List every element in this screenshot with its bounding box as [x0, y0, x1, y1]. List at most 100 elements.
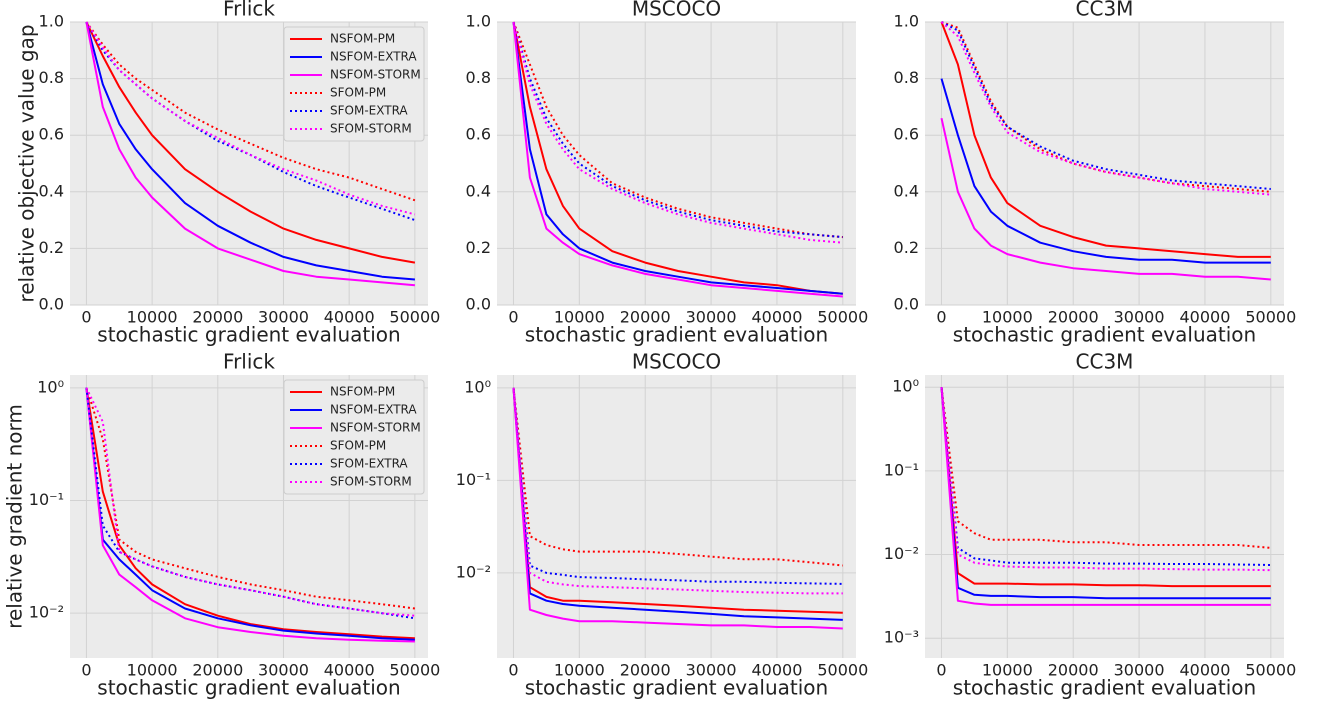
series-line [85, 21, 416, 216]
x-axis-label: stochastic gradient evaluation [97, 323, 400, 347]
x-tick-label: 40000 [1180, 308, 1231, 327]
series-line [85, 21, 415, 287]
y-tick-label: 10⁰ [464, 377, 491, 396]
series-line [512, 387, 843, 621]
y-tick-label: 0.6 [894, 125, 919, 144]
x-tick-label: 30000 [1114, 661, 1165, 680]
legend-label: SFOM-STORM [330, 122, 412, 136]
y-tick-label: 0.6 [466, 125, 491, 144]
x-tick-label: 0 [936, 661, 946, 680]
y-tick-label: 0.2 [894, 238, 919, 257]
x-tick-label: 0 [508, 661, 518, 680]
y-tick-label: 0.2 [39, 238, 64, 257]
series-line [85, 21, 416, 222]
x-tick-label: 0 [81, 308, 91, 327]
y-tick-label: 1.0 [39, 12, 64, 31]
y-tick-label: 10⁰ [37, 377, 64, 396]
legend-label: NSFOM-PM [330, 385, 395, 399]
chart-title: CC3M [1076, 0, 1134, 21]
series-line [85, 21, 416, 264]
series-line [940, 387, 1271, 606]
y-tick-label: 10⁻¹ [456, 470, 491, 489]
x-tick-label: 50000 [1245, 308, 1296, 327]
chart-title: Frlick [223, 0, 275, 21]
series-line [940, 21, 1271, 258]
x-tick-label: 20000 [620, 308, 671, 327]
legend-box [283, 379, 425, 495]
x-tick-label: 0 [81, 661, 91, 680]
legend-label: SFOM-EXTRA [330, 104, 408, 118]
series-line [85, 387, 415, 640]
y-tick-label: 10⁻¹ [884, 460, 919, 479]
series-line [512, 21, 843, 239]
series-line [940, 387, 1271, 600]
x-tick-label: 10000 [982, 661, 1033, 680]
x-tick-label: 20000 [620, 661, 671, 680]
y-tick-label: 10⁰ [892, 377, 919, 396]
x-axis-label: stochastic gradient evaluation [525, 676, 828, 700]
x-tick-label: 40000 [752, 308, 803, 327]
x-axis-label: stochastic gradient evaluation [953, 323, 1256, 347]
y-tick-label: 0.0 [39, 295, 64, 314]
series-line [512, 387, 843, 630]
y-tick-label: 0.0 [466, 295, 491, 314]
x-tick-label: 10000 [982, 308, 1033, 327]
x-tick-label: 30000 [686, 308, 737, 327]
x-tick-label: 50000 [389, 661, 440, 680]
legend-label: NSFOM-EXTRA [330, 403, 417, 417]
y-tick-label: 10⁻³ [884, 628, 919, 647]
x-tick-label: 0 [508, 308, 518, 327]
x-tick-label: 20000 [192, 308, 243, 327]
x-tick-label: 20000 [192, 661, 243, 680]
legend-label: SFOM-PM [330, 86, 386, 100]
legend-label: SFOM-PM [330, 439, 386, 453]
series-line [940, 387, 1271, 549]
legend-label: SFOM-EXTRA [330, 457, 408, 471]
series-line [85, 387, 415, 641]
chart-title: MSCOCO [632, 350, 721, 374]
series-line [85, 21, 415, 281]
x-axis-label: stochastic gradient evaluation [525, 323, 828, 347]
series-line [512, 21, 843, 295]
y-tick-label: 1.0 [466, 12, 491, 31]
series-line [512, 387, 843, 595]
legend-box [283, 26, 425, 142]
x-tick-label: 30000 [258, 661, 309, 680]
y-tick-label: 10⁻¹ [29, 490, 64, 509]
x-tick-label: 40000 [324, 661, 375, 680]
series-line [941, 21, 1271, 190]
x-tick-label: 30000 [258, 308, 309, 327]
y-tick-label: 0.8 [894, 68, 919, 87]
legend-label: NSFOM-EXTRA [330, 50, 417, 64]
series-line [512, 21, 843, 239]
y-tick-label: 10⁻² [456, 562, 491, 581]
x-tick-label: 50000 [817, 308, 868, 327]
series-line [940, 21, 1271, 196]
series-line [512, 21, 843, 295]
series-line [940, 117, 1271, 281]
y-tick-label: 0.0 [894, 295, 919, 314]
y-tick-label: 1.0 [894, 12, 919, 31]
x-tick-label: 30000 [1114, 308, 1165, 327]
y-tick-label: 10⁻² [29, 603, 64, 622]
y-tick-label: 0.4 [39, 181, 64, 200]
series-line [85, 387, 415, 643]
x-tick-label: 0 [936, 308, 946, 327]
series-line [940, 387, 1271, 588]
y-tick-label: 0.8 [466, 68, 491, 87]
x-tick-label: 30000 [686, 661, 737, 680]
y-axis-label: relative gradient norm [3, 404, 27, 629]
chart-title: Frlick [223, 350, 275, 374]
legend-label: NSFOM-STORM [330, 68, 421, 82]
x-tick-label: 10000 [554, 661, 605, 680]
x-axis-label: stochastic gradient evaluation [97, 676, 400, 700]
x-tick-label: 10000 [127, 661, 178, 680]
series-line [940, 387, 1271, 572]
x-tick-label: 40000 [752, 661, 803, 680]
x-tick-label: 10000 [554, 308, 605, 327]
series-line [512, 21, 843, 298]
x-tick-label: 50000 [817, 661, 868, 680]
series-line [85, 387, 415, 617]
series-line [512, 387, 843, 614]
